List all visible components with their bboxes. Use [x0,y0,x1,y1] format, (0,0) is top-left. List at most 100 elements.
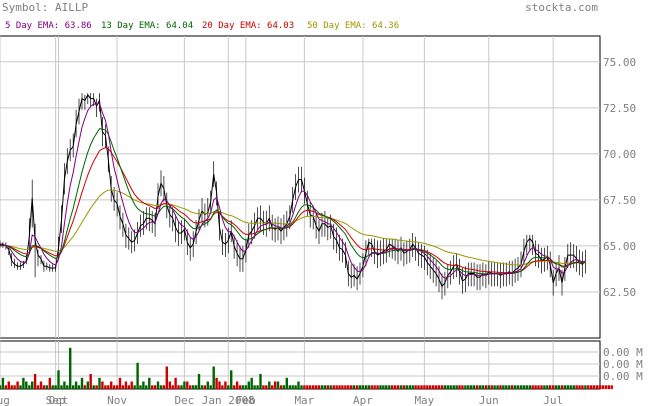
volume-bar [262,385,265,390]
volume-bar [235,381,239,389]
price-y-axis: 62.50 65.00 67.50 70.00 72.50 75.00 [603,56,636,299]
volume-bar [525,385,528,390]
series-line-ema13 [0,128,586,275]
volume-bar [420,385,423,390]
volume-bar [156,381,160,389]
volume-bar [95,385,98,390]
volume-y-axis: 0.00 M0.00 M0.00 M [603,346,643,383]
volume-bar [350,385,353,390]
volume-bar [461,385,464,390]
volume-bar [16,381,19,389]
volume-bar [104,385,107,390]
volume-bar [285,377,288,390]
volume-bar [552,385,555,390]
volume-bar [183,381,186,389]
y-tick-label: 67.50 [603,194,636,207]
volume-bar [31,381,34,389]
volume-bar [432,385,435,390]
volume-bar [370,385,373,390]
volume-bar [80,377,84,390]
volume-bar [259,374,262,389]
volume-bar [279,385,283,390]
volume-bar [326,385,329,390]
volume-bar [200,385,204,390]
volume-bar [142,381,145,389]
volume-bar [405,385,408,390]
volume-bar [393,385,397,390]
volume-bar [271,385,274,390]
volume-bar [306,385,309,390]
volume-bar [92,385,95,390]
volume-bar [4,385,8,390]
volume-bar [572,385,575,390]
volume-bar [98,377,101,390]
volume-bar [288,385,291,390]
volume-bar [531,385,534,390]
volume-bar [320,385,324,390]
volume-bar [528,385,531,390]
volume-bar [560,385,564,390]
volume-bar [402,385,406,390]
volume-bar [107,385,110,390]
volume-bar [414,385,417,390]
volume-bar [367,385,370,390]
volume-bar [39,381,43,389]
series-line-ema20 [0,147,586,274]
volume-bar [69,347,72,390]
x-tick-label: Feb [236,394,256,406]
volume-bar [19,385,22,390]
volume-bar [332,385,335,390]
volume-bar [256,385,259,390]
volume-bar [516,385,520,390]
volume-bar [443,385,447,390]
volume-bar [165,366,168,389]
volume-bar [63,381,66,389]
x-tick-label: Oct [49,394,69,406]
volume-bar [192,385,195,390]
volume-bar [584,385,587,390]
volume-bar [215,377,218,390]
volume-bar [13,385,16,390]
volume-bar [575,385,578,390]
volume-bar [7,381,10,389]
volume-bar [139,385,142,390]
volume-bar [566,385,569,390]
volume-bar [25,381,28,389]
volume-bar [513,385,517,390]
volume-bar [519,385,523,390]
volume-bar [86,381,89,389]
volume-bar [590,385,593,390]
volume-bar [112,385,116,390]
volume-bar [452,385,455,390]
volume-bar [437,385,441,390]
volume-bar [89,374,92,389]
volume-bar [537,385,540,390]
volume-bar [569,385,572,390]
volume-bar [458,385,461,390]
volume-bar [478,385,482,390]
volume-bar [379,385,382,390]
volume-bar [426,385,429,390]
volume-bar [329,385,332,390]
y-tick-label: 65.00 [603,240,636,253]
volume-bars [0,347,613,390]
volume-bar [391,385,394,390]
volume-bar [300,385,303,390]
volume-bar [382,385,385,390]
volume-bar [595,385,599,390]
volume-bar [250,377,253,390]
x-tick-label: Sep [46,394,66,406]
y-tick-label: 72.50 [603,102,636,115]
volume-tick-label: 0.00 M [603,346,643,359]
x-tick-label: Mar [294,394,314,406]
volume-bar [557,385,561,390]
volume-bar [209,385,212,390]
volume-bar [355,385,359,390]
volume-bar [244,385,248,390]
y-tick-label: 70.00 [603,148,636,161]
y-tick-label: 75.00 [603,56,636,69]
volume-bar [364,385,368,390]
volume-bar [124,381,128,389]
x-tick-label: Apr [353,394,373,406]
